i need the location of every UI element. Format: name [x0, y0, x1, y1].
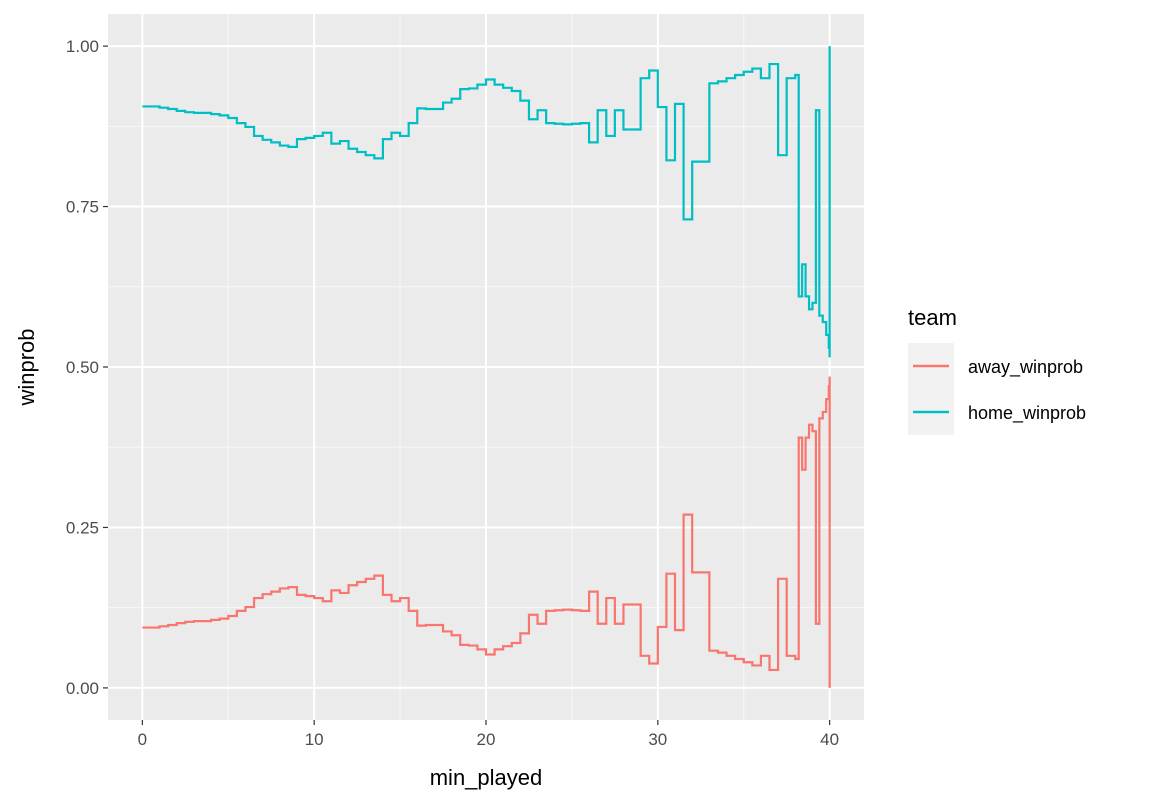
y-tick-label: 0.75 — [66, 198, 99, 217]
x-tick-label: 0 — [138, 730, 147, 749]
y-tick-label: 0.25 — [66, 518, 99, 537]
legend-label-away: away_winprob — [968, 357, 1083, 378]
series-line-home-winprob — [142, 46, 831, 358]
x-tick-label: 10 — [305, 730, 324, 749]
legend-label-home: home_winprob — [968, 403, 1086, 424]
major-gridlines — [108, 14, 864, 720]
series-layer — [142, 46, 831, 688]
y-axis-title: winprob — [14, 328, 39, 406]
legend: team away_winprob home_winprob — [908, 305, 1086, 435]
x-axis-title: min_played — [430, 765, 543, 790]
y-tick-label: 0.50 — [66, 358, 99, 377]
x-tick-label: 40 — [820, 730, 839, 749]
y-tick-label: 0.00 — [66, 679, 99, 698]
x-tick-label: 20 — [477, 730, 496, 749]
x-axis: 0 10 20 30 40 — [138, 720, 839, 749]
y-axis: 0.00 0.25 0.50 0.75 1.00 — [66, 37, 108, 698]
y-tick-label: 1.00 — [66, 37, 99, 56]
x-tick-label: 30 — [648, 730, 667, 749]
series-line-away-winprob — [142, 376, 831, 688]
legend-title: team — [908, 305, 957, 330]
